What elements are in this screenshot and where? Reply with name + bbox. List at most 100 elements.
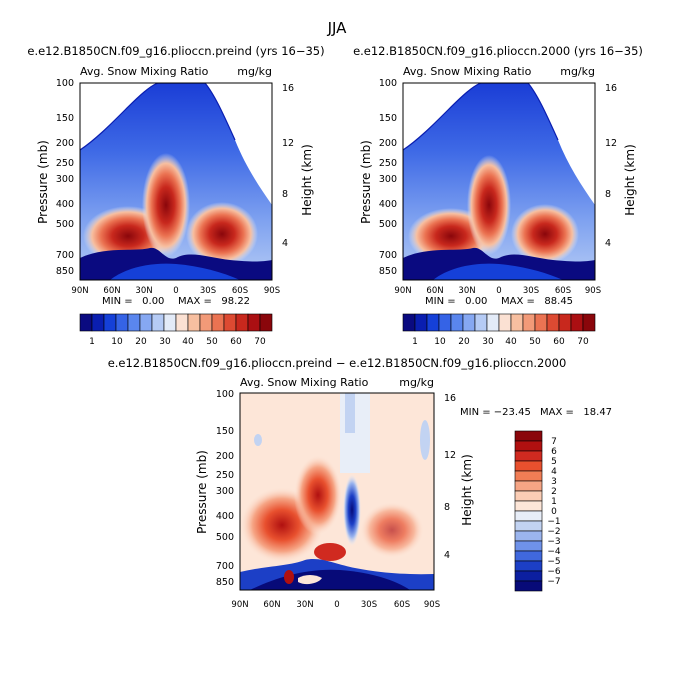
colorbar-label: 1 [89,337,95,347]
colorbar-label: 1 [551,497,557,507]
colorbar-label: 70 [577,337,589,347]
y-tick-label: 150 [56,113,74,124]
y-tick-label: 850 [379,266,397,277]
x-tick-label: 30S [523,286,539,296]
contour-field [80,83,272,280]
colorbar-swatch [514,460,543,472]
panel-title: e.e12.B1850CN.f09_g16.plioccn.preind (yr… [27,44,324,58]
x-axis: 90N 60N 30N 0 30S 60S 90S [231,600,440,610]
plot-frame [239,392,435,591]
colorbar-label: 70 [254,337,266,347]
min-value: MIN = 0.00 [425,296,487,307]
y-axis-title: Pressure (mb) [36,140,50,224]
colorbar-swatch [163,313,177,332]
colorbar-swatch [438,313,452,332]
colorbar-swatch [534,313,548,332]
variable-label: Avg. Snow Mixing Ratio [240,376,369,389]
colorbar-swatch [514,530,543,542]
colorbar-label: 7 [551,437,557,447]
colorbar-swatch [514,430,543,442]
panel-2000: e.e12.B1850CN.f09_g16.plioccn.2000 (yrs … [353,44,643,347]
max-value: MAX = 18.47 [540,407,612,418]
y-tick-label: 300 [216,486,234,497]
x-tick-label: 60N [426,286,443,296]
colorbar-label: 1 [412,337,418,347]
colorbar-labels: 1 10 20 30 40 50 60 70 [412,337,589,347]
y-tick-label: 400 [56,199,74,210]
colorbar [79,313,273,332]
y-tick-label: 300 [379,174,397,185]
x-tick-label: 30S [361,600,377,610]
colorbar-swatch [498,313,512,332]
y-tick-label: 200 [379,138,397,149]
y-tick-label: 700 [379,250,397,261]
colorbar-swatch [450,313,464,332]
figure-title: JJA [327,19,348,37]
pressure-axis: 100 150 200 250 300 400 500 700 850 [379,78,397,277]
colorbar-swatch [91,313,105,332]
x-tick-label: 0 [334,600,339,610]
x-tick-label: 30N [458,286,475,296]
colorbar-label: −7 [547,577,560,587]
colorbar-swatch [486,313,500,332]
colorbar-label: 50 [529,337,541,347]
panel-title: e.e12.B1850CN.f09_g16.plioccn.preind − e… [108,356,567,370]
y-tick-label: 150 [216,426,234,437]
colorbar-label: −4 [547,547,561,557]
x-tick-label: 0 [496,286,501,296]
max-value: MAX = 88.45 [501,296,573,307]
colorbar-swatch [558,313,572,332]
colorbar-swatch [514,510,543,522]
colorbar-swatch [247,313,261,332]
colorbar-swatch [426,313,440,332]
y-tick-label: 200 [216,451,234,462]
colorbar-swatch [514,570,543,582]
x-tick-label: 60S [555,286,571,296]
y-tick-label: 400 [216,511,234,522]
colorbar-swatch [546,313,560,332]
height-tick-label: 8 [605,189,611,200]
height-axis: 16 12 8 4 [605,83,617,249]
colorbar-label: 6 [551,447,557,457]
panel-preind: e.e12.B1850CN.f09_g16.plioccn.preind (yr… [27,44,324,347]
height-tick-label: 12 [282,138,294,149]
contour-field [403,83,595,280]
min-value: MIN = −23.45 [460,407,531,418]
colorbar-swatch [199,313,213,332]
x-tick-label: 90N [71,286,88,296]
panel-title: e.e12.B1850CN.f09_g16.plioccn.2000 (yrs … [353,44,643,58]
colorbar [402,313,596,332]
y-tick-label: 200 [56,138,74,149]
x-tick-label: 0 [173,286,178,296]
units-label: mg/kg [237,65,272,78]
colorbar-swatch [103,313,117,332]
colorbar-label: −3 [547,537,560,547]
colorbar-swatch [514,540,543,552]
height-tick-label: 8 [444,502,450,513]
colorbar-label: 2 [551,487,557,497]
y-tick-label: 400 [379,199,397,210]
height-tick-label: 12 [444,450,456,461]
height-tick-label: 4 [444,550,450,561]
colorbar-swatch [514,450,543,462]
colorbar-swatch [514,520,543,532]
panel-difference: e.e12.B1850CN.f09_g16.plioccn.preind − e… [108,356,612,610]
colorbar-swatch [514,470,543,482]
colorbar-swatch [514,560,543,572]
y-tick-label: 500 [56,219,74,230]
x-axis: 90N 60N 30N 0 30S 60S 90S [394,286,601,296]
x-tick-label: 60S [232,286,248,296]
colorbar-swatch [259,313,273,332]
x-tick-label: 90N [394,286,411,296]
height-axis-title: Height (km) [623,144,637,215]
y-tick-label: 250 [379,158,397,169]
units-label: mg/kg [560,65,595,78]
y-tick-label: 850 [216,577,234,588]
colorbar-swatch [514,500,543,512]
max-value: MAX = 98.22 [178,296,250,307]
colorbar-swatch [514,480,543,492]
colorbar-swatch [510,313,524,332]
y-tick-label: 250 [56,158,74,169]
y-tick-label: 100 [216,389,234,400]
